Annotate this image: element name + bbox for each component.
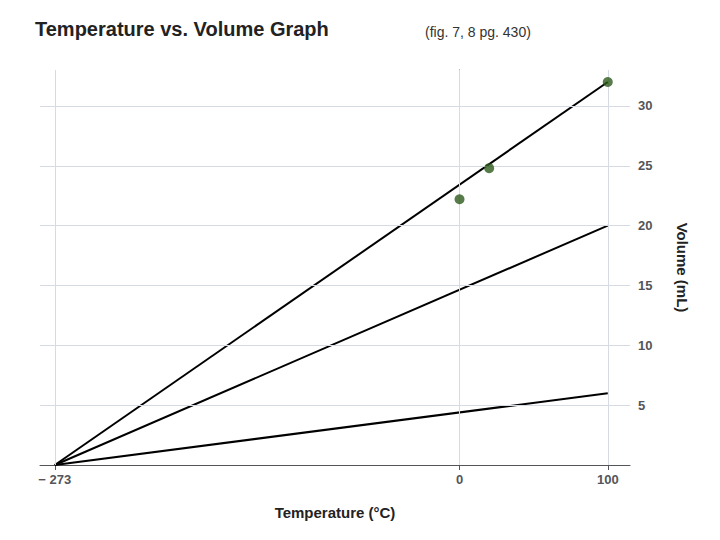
svg-text:25: 25 xyxy=(638,158,652,173)
svg-text:15: 15 xyxy=(638,278,652,293)
svg-text:30: 30 xyxy=(638,98,652,113)
svg-text:− 273: − 273 xyxy=(38,472,71,487)
svg-text:Volume (mL): Volume (mL) xyxy=(674,223,691,313)
svg-text:5: 5 xyxy=(638,398,645,413)
svg-text:100: 100 xyxy=(597,472,619,487)
svg-text:Temperature (°C): Temperature (°C) xyxy=(275,504,396,521)
svg-text:(fig. 7, 8 pg. 430): (fig. 7, 8 pg. 430) xyxy=(425,24,531,40)
svg-text:Temperature vs. Volume Graph: Temperature vs. Volume Graph xyxy=(35,18,329,40)
svg-text:10: 10 xyxy=(638,338,652,353)
svg-text:0: 0 xyxy=(456,472,463,487)
svg-text:20: 20 xyxy=(638,218,652,233)
